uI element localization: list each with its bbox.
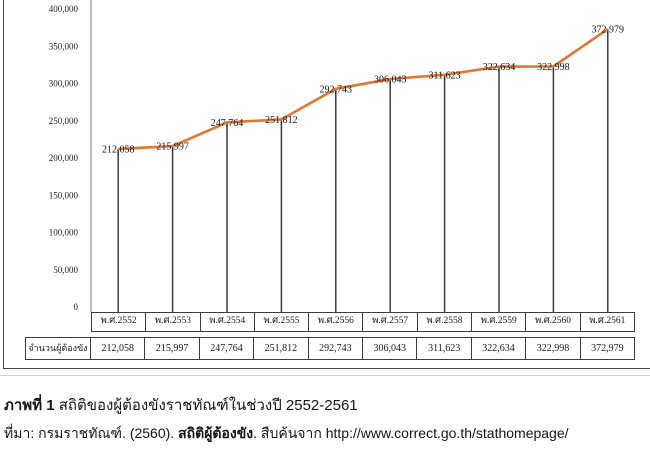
data-label: 292,743: [320, 84, 353, 95]
value-cell: 311,623: [416, 337, 472, 360]
y-tick-label: 400,000: [49, 4, 79, 14]
year-cell: พ.ศ.2561: [579, 312, 635, 332]
year-cell: พ.ศ.2552: [91, 312, 147, 332]
value-cell: 247,764: [198, 337, 255, 360]
data-label: 322,998: [537, 62, 570, 73]
y-tick-label: 0: [74, 302, 79, 312]
series-line: [118, 28, 609, 151]
data-label: 311,623: [429, 70, 461, 81]
year-cell: พ.ศ.2560: [525, 312, 581, 332]
figure-caption-label: ภาพที่ 1: [4, 397, 55, 414]
value-cell: 322,634: [470, 337, 527, 360]
year-cell: พ.ศ.2556: [308, 312, 364, 332]
source-suffix-url: . สืบค้นจาก http://www.correct.go.th/sta…: [253, 425, 569, 441]
value-cell: 212,058: [90, 337, 146, 360]
data-label: 322,634: [483, 62, 516, 73]
value-cell: 372,979: [579, 337, 636, 360]
year-cell: พ.ศ.2553: [145, 312, 201, 332]
data-table-year-row: พ.ศ.2552 พ.ศ.2553 พ.ศ.2554 พ.ศ.2555 พ.ศ.2556…: [91, 312, 635, 332]
table-row-label: จำนวนผู้ต้องขัง: [25, 337, 91, 360]
year-cell: พ.ศ.2557: [362, 312, 418, 332]
source-title: สถิติผู้ต้องขัง: [178, 425, 254, 441]
y-tick-label: 150,000: [49, 190, 79, 200]
value-cell: 251,812: [253, 337, 309, 360]
y-tick-label: 200,000: [49, 153, 79, 163]
y-tick-label: 50,000: [53, 265, 78, 275]
y-tick-label: 300,000: [49, 79, 79, 89]
y-tick-label: 100,000: [49, 228, 79, 238]
value-cell: 322,998: [525, 337, 581, 360]
y-tick-label: 350,000: [49, 41, 79, 51]
source-line: ที่มา: กรมราชทัณฑ์. (2560). สถิติผู้ต้อง…: [4, 423, 650, 445]
year-cell: พ.ศ.2559: [471, 312, 527, 332]
y-tick-label: 250,000: [49, 116, 79, 126]
year-cell: พ.ศ.2555: [253, 312, 310, 332]
figure-caption-title: สถิติของผู้ต้องขังราชทัณฑ์ในช่วงปี 2552-…: [54, 397, 358, 414]
value-cell: 306,043: [362, 337, 418, 360]
page-divider-line: [0, 375, 650, 376]
line-chart: 0 50,000 100,000 150,000 200,000 250,000 300,0…: [49, 0, 625, 312]
chart-border-frame: [3, 0, 650, 369]
year-cell: พ.ศ.2558: [416, 312, 473, 332]
data-label: 215,997: [156, 142, 189, 153]
data-table-value-row: จำนวนผู้ต้องขัง 212,058 215,997 247,764 251,…: [25, 337, 636, 360]
source-prefix: ที่มา: กรมราชทัณฑ์. (2560).: [4, 425, 179, 441]
value-cell: 215,997: [144, 337, 200, 360]
value-cell: 292,743: [307, 337, 364, 360]
year-cell: พ.ศ.2554: [199, 312, 255, 332]
data-label: 247,764: [211, 118, 244, 129]
figure-caption: ภาพที่ 1 สถิติของผู้ต้องขังราชทัณฑ์ในช่ว…: [4, 393, 644, 417]
data-label: 251,812: [265, 115, 298, 126]
data-label: 212,058: [102, 145, 135, 156]
data-label: 306,043: [374, 74, 407, 85]
data-label: 372,979: [592, 25, 625, 36]
